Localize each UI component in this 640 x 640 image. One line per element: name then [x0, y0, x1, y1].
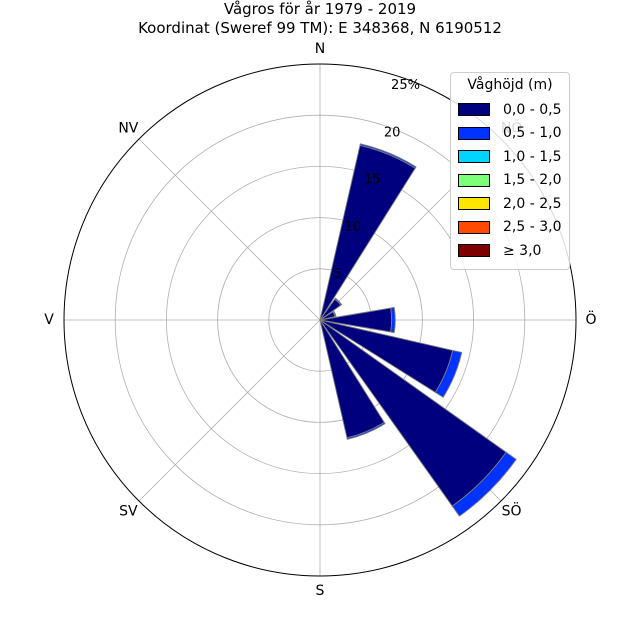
chart-title-line-1: Vågros för år 1979 - 2019 [223, 0, 417, 18]
direction-label: SÖ [502, 502, 522, 520]
grid-spoke [138, 138, 321, 321]
radial-max-label: 25% [391, 78, 420, 93]
rose-bar-segment [359, 143, 417, 169]
radial-tick-label: 5 [333, 267, 341, 282]
rose-bars [319, 143, 517, 517]
direction-label: SV [119, 504, 138, 520]
legend-entry: 2,5 - 3,0 [451, 216, 569, 240]
legend-swatch [458, 173, 490, 187]
direction-label: V [44, 312, 54, 328]
legend-title: Våghöjd (m) [467, 77, 553, 93]
legend-entry: 0,5 - 1,0 [451, 122, 569, 146]
legend-swatch [458, 103, 490, 117]
legend-label: 1,0 - 1,5 [503, 148, 562, 165]
chart-title: Vågros för år 1979 - 2019 Koordinat (Swe… [0, 0, 640, 38]
radial-tick-label: 20 [384, 125, 401, 140]
radial-tick-label: 10 [345, 220, 362, 235]
legend: Våghöjd (m) 0,0 - 0,5 0,5 - 1,0 1,0 - 1,5 1… [450, 72, 570, 270]
rose-bar-segment [451, 451, 517, 517]
rose-bar-segment [334, 297, 343, 306]
grid-ring [114, 114, 526, 526]
legend-label: 2,5 - 3,0 [503, 219, 562, 236]
legend-entry: 2,0 - 2,5 [451, 192, 569, 216]
grid-ring [217, 217, 423, 423]
direction-label: N [315, 41, 325, 57]
direction-label: S [316, 583, 325, 599]
outer-ring [63, 63, 577, 577]
radial-tick-label: 15 [364, 173, 381, 188]
grid-spoke [138, 319, 321, 502]
legend-label: ≥ 3,0 [503, 242, 542, 259]
legend-entry: ≥ 3,0 [451, 239, 569, 263]
legend-entry: 1,5 - 2,0 [451, 169, 569, 193]
legend-entry: 1,0 - 1,5 [451, 145, 569, 169]
legend-swatch [458, 150, 490, 164]
direction-label: Ö [585, 310, 596, 328]
rose-bar-segment [332, 310, 337, 318]
legend-label: 0,5 - 1,0 [503, 125, 562, 142]
legend-entry: 0,0 - 0,5 [451, 98, 569, 122]
legend-swatch [458, 220, 490, 234]
rose-bar-segment [346, 421, 386, 440]
rose-bar-segment [390, 306, 396, 334]
legend-swatch [458, 244, 490, 258]
legend-label: 2,0 - 2,5 [503, 195, 562, 212]
legend-label: 1,5 - 2,0 [503, 172, 562, 189]
legend-label: 0,0 - 0,5 [503, 101, 562, 118]
rose-bar-segment [319, 144, 416, 321]
chart-title-line-2: Koordinat (Sweref 99 TM): E 348368, N 61… [138, 19, 502, 37]
rose-bar-segment [434, 349, 463, 398]
grid-ring [165, 165, 475, 475]
legend-swatch [458, 126, 490, 140]
direction-label: NV [118, 120, 138, 136]
legend-entries: 0,0 - 0,5 0,5 - 1,0 1,0 - 1,5 1,5 - 2,0 2,0 … [451, 98, 569, 263]
legend-swatch [458, 197, 490, 211]
